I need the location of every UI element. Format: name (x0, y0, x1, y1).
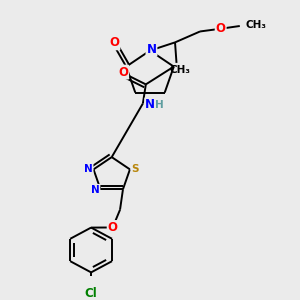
Text: O: O (110, 36, 119, 50)
Text: CH₃: CH₃ (246, 20, 267, 30)
Text: H: H (155, 100, 164, 110)
Text: N: N (84, 164, 93, 174)
Text: O: O (118, 66, 128, 79)
Text: N: N (146, 43, 157, 56)
Text: N: N (145, 98, 155, 111)
Text: Cl: Cl (85, 287, 98, 300)
Text: S: S (131, 164, 139, 174)
Text: N: N (91, 185, 100, 195)
Text: O: O (108, 221, 118, 234)
Text: CH₃: CH₃ (169, 65, 190, 75)
Text: O: O (216, 22, 226, 35)
